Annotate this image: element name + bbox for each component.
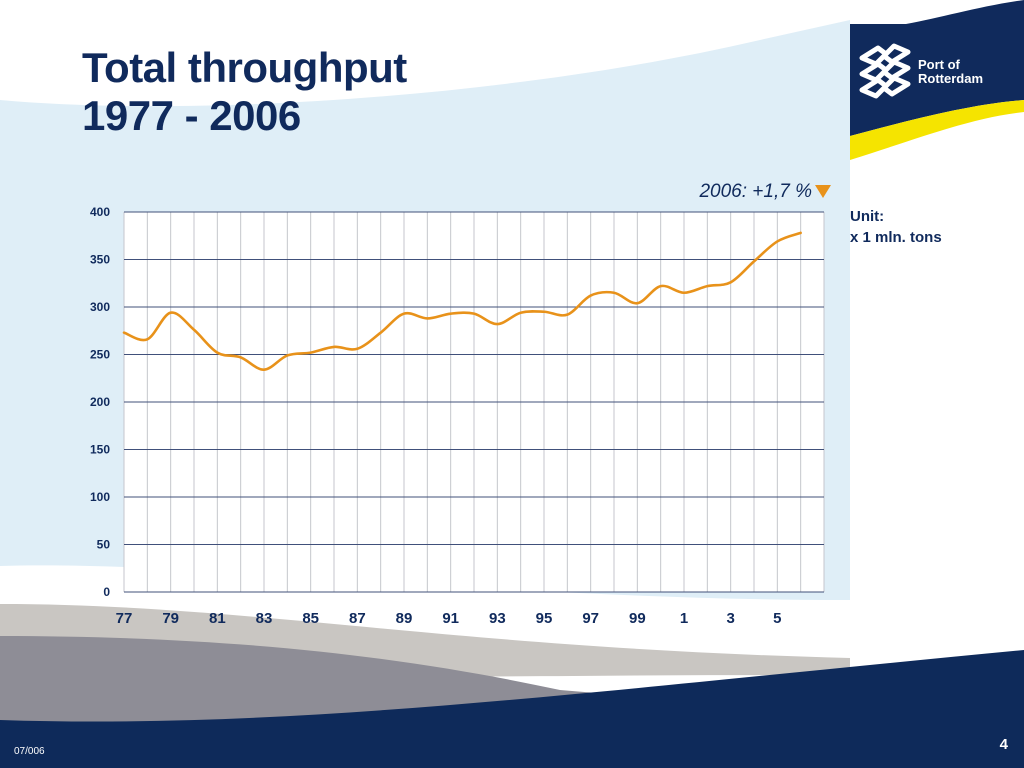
unit-note: Unit: x 1 mln. tons (850, 206, 942, 248)
y-gridlines (124, 211, 824, 593)
x-tick-label: 89 (396, 610, 413, 627)
series-line (122, 231, 802, 371)
change-annotation: 2006: +1,7 % (699, 181, 812, 202)
down-arrow-icon (815, 185, 831, 198)
logo-text-line-1: Port of (918, 57, 960, 72)
unit-value: x 1 mln. tons (850, 229, 942, 246)
y-tick-label: 150 (90, 443, 110, 457)
x-tick-label: 85 (302, 610, 319, 627)
y-tick-label: 100 (90, 490, 110, 504)
x-tick-label: 95 (536, 610, 553, 627)
footer-navy (0, 650, 1024, 768)
unit-label: Unit: (850, 208, 885, 225)
y-axis-tick-labels: 0 50 100 150 200 250 300 350 400 (90, 205, 110, 599)
x-tick-label: 99 (629, 610, 646, 627)
x-tick-label: 79 (162, 610, 179, 627)
y-tick-label: 250 (90, 348, 110, 362)
page-number: 4 (999, 736, 1008, 753)
y-tick-label: 400 (90, 205, 110, 219)
x-tick-label: 77 (116, 610, 133, 627)
title-line-1: Total throughput (82, 44, 407, 91)
x-tick-label: 5 (773, 610, 781, 627)
x-tick-label: 1 (680, 610, 688, 627)
x-tick-label: 93 (489, 610, 506, 627)
x-tick-label: 87 (349, 610, 366, 627)
logo-text-line-2: Rotterdam (918, 71, 984, 86)
x-axis-tick-labels: 77 79 81 83 85 87 89 91 93 95 97 99 1 3 5 (116, 610, 782, 627)
title-line-2: 1977 - 2006 (82, 92, 301, 139)
y-tick-label: 350 (90, 253, 110, 267)
x-tick-label: 81 (209, 610, 226, 627)
x-tick-label: 3 (726, 610, 734, 627)
slide-title: Total throughput 1977 - 2006 (82, 44, 407, 140)
y-tick-label: 0 (103, 585, 110, 599)
y-tick-label: 300 (90, 300, 110, 314)
x-tick-label: 83 (256, 610, 273, 627)
y-tick-label: 50 (97, 538, 111, 552)
y-tick-label: 200 (90, 395, 110, 409)
x-tick-label: 91 (442, 610, 459, 627)
footer-date: 07/006 (14, 746, 45, 757)
port-of-rotterdam-logo (850, 0, 1024, 160)
logo-mark-icon (859, 43, 911, 99)
x-tick-label: 97 (582, 610, 599, 627)
